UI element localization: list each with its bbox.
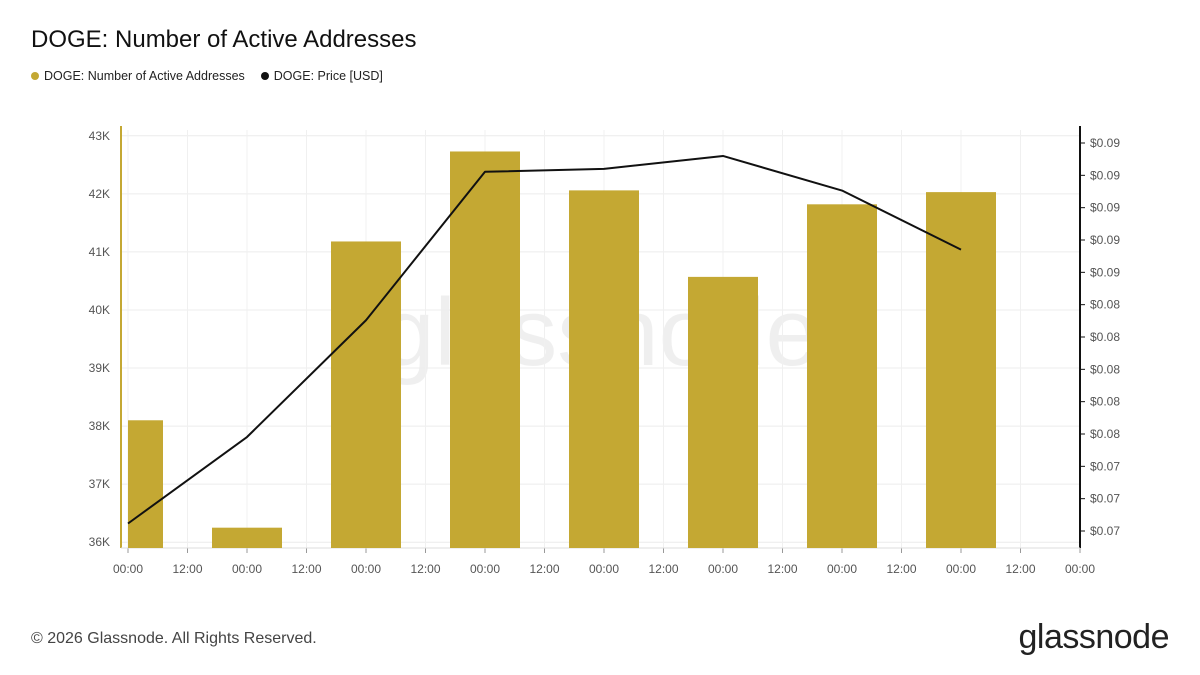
legend: DOGE: Number of Active Addresses DOGE: P… (31, 69, 383, 83)
y2-tick-label: $0.09 (1090, 136, 1120, 150)
x-tick-label: 00:00 (589, 562, 619, 576)
chart-title: DOGE: Number of Active Addresses (31, 26, 417, 53)
x-tick-label: 00:00 (1065, 562, 1095, 576)
y-tick-label: 36K (89, 535, 110, 549)
glassnode-logo: glassnode (1018, 618, 1169, 656)
legend-swatch-price (260, 72, 269, 80)
x-tick-label: 12:00 (1005, 562, 1035, 576)
x-tick-label: 12:00 (886, 562, 916, 576)
y2-tick-label: $0.08 (1090, 427, 1120, 441)
x-tick-label: 12:00 (291, 562, 321, 576)
x-tick-label: 00:00 (708, 562, 738, 576)
x-tick-label: 00:00 (113, 562, 143, 576)
y2-tick-label: $0.08 (1090, 330, 1120, 344)
y2-tick-label: $0.08 (1090, 298, 1120, 312)
x-tick-label: 12:00 (172, 562, 202, 576)
bar-active-addresses (212, 527, 282, 548)
y2-tick-label: $0.09 (1090, 265, 1120, 279)
bar-active-addresses (450, 151, 520, 548)
bar-active-addresses (128, 420, 163, 548)
y2-tick-label: $0.09 (1090, 168, 1120, 182)
y2-tick-label: $0.07 (1090, 459, 1120, 473)
x-tick-label: 12:00 (529, 562, 559, 576)
y2-tick-label: $0.09 (1090, 233, 1120, 247)
y2-tick-label: $0.07 (1090, 492, 1120, 506)
bar-active-addresses (331, 241, 401, 548)
x-tick-label: 00:00 (351, 562, 381, 576)
legend-item-active-addresses[interactable]: DOGE: Number of Active Addresses (31, 69, 245, 83)
legend-swatch-active-addresses (31, 72, 39, 80)
y-tick-label: 41K (89, 245, 110, 259)
x-tick-label: 00:00 (946, 562, 976, 576)
y2-tick-label: $0.09 (1090, 201, 1120, 215)
bar-active-addresses (688, 276, 758, 548)
copyright-footer: © 2026 Glassnode. All Rights Reserved. (31, 630, 317, 647)
x-tick-label: 00:00 (827, 562, 857, 576)
y-tick-label: 43K (89, 129, 110, 143)
legend-item-price[interactable]: DOGE: Price [USD] (260, 69, 383, 83)
y-tick-label: 38K (89, 419, 110, 433)
x-tick-label: 12:00 (410, 562, 440, 576)
y-tick-label: 40K (89, 303, 110, 317)
y2-tick-label: $0.07 (1090, 524, 1120, 538)
x-tick-label: 12:00 (767, 562, 797, 576)
legend-label-price: DOGE: Price [USD] (273, 69, 383, 83)
y-tick-label: 39K (89, 361, 110, 375)
y2-tick-label: $0.08 (1090, 395, 1120, 409)
x-tick-label: 00:00 (232, 562, 262, 576)
x-tick-label: 12:00 (648, 562, 678, 576)
x-tick-label: 00:00 (470, 562, 500, 576)
y-tick-label: 42K (89, 187, 110, 201)
y-tick-label: 37K (89, 477, 110, 491)
y2-tick-label: $0.08 (1090, 362, 1120, 376)
bar-active-addresses (569, 190, 639, 548)
bar-active-addresses (926, 192, 996, 548)
legend-label-active-addresses: DOGE: Number of Active Addresses (44, 69, 245, 83)
bar-active-addresses (807, 204, 877, 549)
price-line (127, 154, 962, 525)
